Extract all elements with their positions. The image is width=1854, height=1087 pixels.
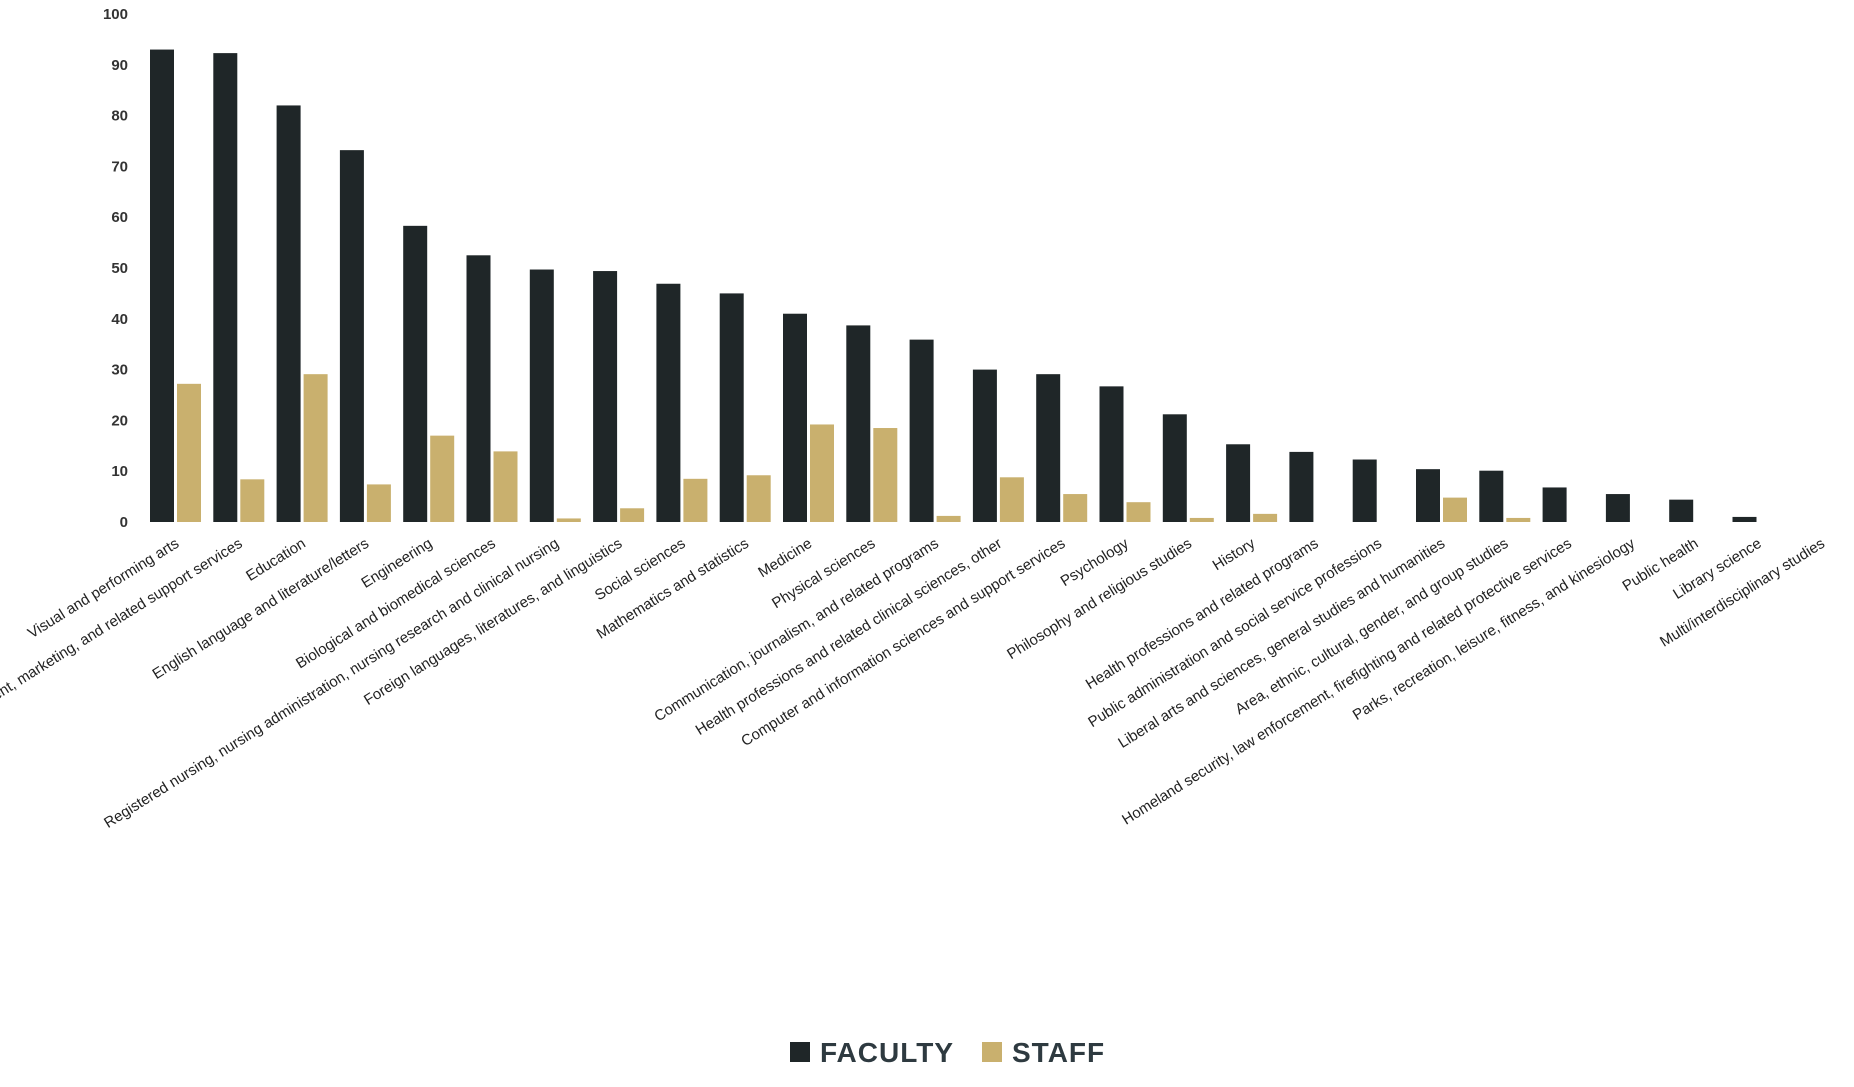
staff-bar xyxy=(303,374,328,522)
y-tick-label: 50 xyxy=(111,260,128,277)
x-category-label: English language and literature/letters xyxy=(149,535,372,683)
faculty-bar xyxy=(1542,487,1567,522)
staff-bar xyxy=(873,428,898,522)
staff-bar xyxy=(556,518,581,522)
y-tick-label: 0 xyxy=(120,514,128,531)
faculty-bar xyxy=(1669,499,1694,522)
faculty-bar xyxy=(213,53,238,523)
staff-bar xyxy=(936,515,961,522)
y-tick-label: 10 xyxy=(111,463,128,480)
faculty-bar xyxy=(593,271,618,522)
faculty-bar xyxy=(466,255,491,523)
y-axis: 0 10 20 30 40 50 60 70 80 90 100 xyxy=(103,6,128,531)
faculty-bar xyxy=(1416,469,1440,522)
faculty-bar xyxy=(1352,459,1377,522)
faculty-bar xyxy=(972,369,997,522)
staff-bar xyxy=(1126,502,1151,522)
staff-bar xyxy=(810,424,834,522)
y-tick-label: 20 xyxy=(111,412,128,429)
x-category-label: Communication, journalism, and related p… xyxy=(651,535,941,725)
x-category-label: Homeland security, law enforcement, fire… xyxy=(1119,535,1575,828)
legend-label: STAFF xyxy=(1012,1037,1105,1068)
legend-label: FACULTY xyxy=(820,1037,954,1068)
staff-bar xyxy=(430,435,455,522)
staff-bar xyxy=(1063,494,1088,522)
faculty-bar xyxy=(1605,494,1630,522)
staff-bar xyxy=(620,508,645,522)
faculty-bar xyxy=(150,49,174,523)
x-category-label: History xyxy=(1210,535,1259,574)
legend-swatch xyxy=(982,1042,1002,1062)
faculty-bar xyxy=(529,269,554,522)
legend: FACULTY STAFF xyxy=(790,1037,1105,1068)
faculty-bar xyxy=(719,293,744,522)
faculty-bar xyxy=(783,313,807,522)
staff-bar xyxy=(240,479,265,522)
staff-bar xyxy=(177,383,201,522)
y-tick-label: 40 xyxy=(111,311,128,328)
faculty-bar xyxy=(1289,451,1314,522)
faculty-bar xyxy=(846,325,871,522)
staff-bar xyxy=(683,478,708,522)
faculty-bar xyxy=(1036,374,1061,522)
faculty-bar xyxy=(1099,386,1124,522)
y-tick-label: 70 xyxy=(111,158,128,175)
staff-bar xyxy=(493,451,518,522)
faculty-bar xyxy=(1226,444,1251,522)
staff-bar xyxy=(1506,517,1531,522)
x-axis-labels: Visual and performing artsBusiness, mana… xyxy=(0,535,1828,832)
faculty-bar xyxy=(403,225,428,522)
y-tick-label: 60 xyxy=(111,209,128,226)
faculty-bar xyxy=(909,339,934,522)
legend-swatch xyxy=(790,1042,810,1062)
faculty-bar xyxy=(1162,414,1187,522)
faculty-bar xyxy=(276,105,301,522)
staff-bar xyxy=(1443,497,1467,522)
y-tick-label: 100 xyxy=(103,6,128,23)
y-tick-label: 30 xyxy=(111,362,128,379)
y-tick-label: 90 xyxy=(111,57,128,74)
faculty-bar xyxy=(1479,470,1504,522)
staff-bar xyxy=(999,477,1024,522)
staff-bar xyxy=(746,475,771,522)
faculty-bar xyxy=(1732,516,1757,522)
faculty-bar xyxy=(339,150,364,523)
x-category-label: Physical sciences xyxy=(769,535,878,612)
staff-bar xyxy=(366,484,391,522)
faculty-bar xyxy=(656,283,681,522)
y-tick-label: 80 xyxy=(111,108,128,125)
staff-bar xyxy=(1253,513,1278,522)
staff-bar xyxy=(1189,517,1214,522)
bars xyxy=(150,49,1757,523)
